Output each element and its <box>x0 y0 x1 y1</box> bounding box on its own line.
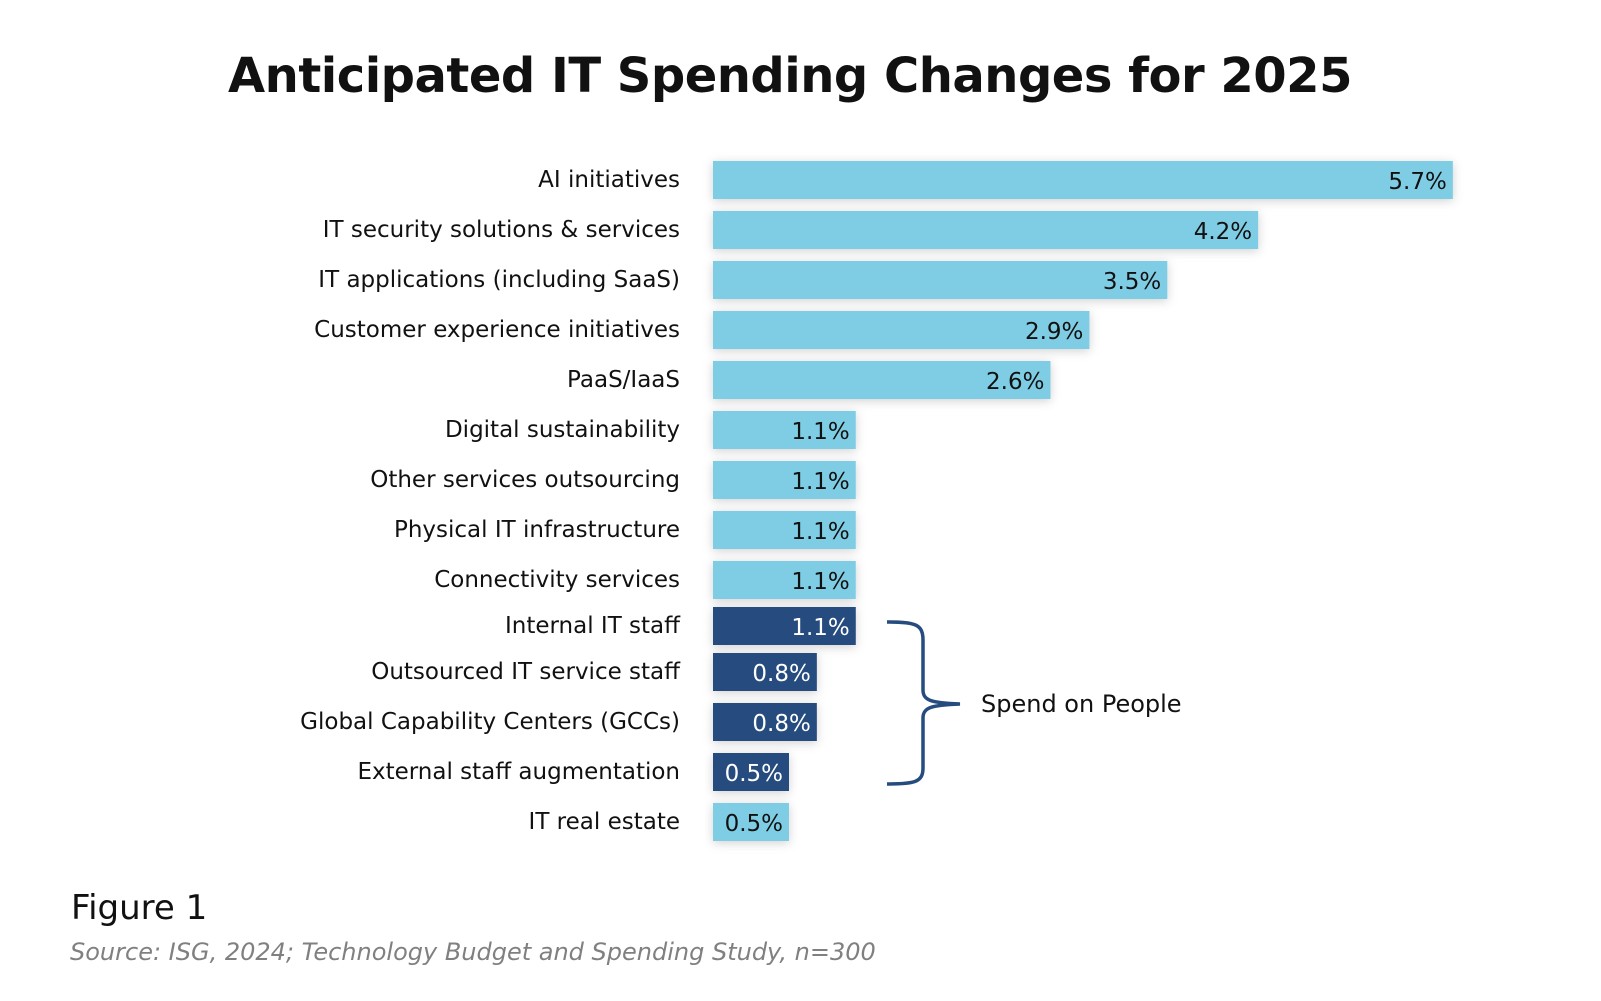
data-label: 5.7% <box>1388 169 1446 195</box>
category-label: Outsourced IT service staff <box>371 659 681 685</box>
category-label: Digital sustainability <box>445 417 680 443</box>
category-label: IT applications (including SaaS) <box>318 267 680 293</box>
category-label: IT security solutions & services <box>323 217 680 243</box>
bar <box>713 803 789 841</box>
bar <box>713 211 1259 249</box>
data-label: 0.5% <box>725 761 783 787</box>
data-label: 1.1% <box>791 615 849 641</box>
category-label: IT real estate <box>529 809 680 835</box>
data-label: 1.1% <box>791 519 849 545</box>
category-label: AI initiatives <box>538 167 680 193</box>
data-label: 3.5% <box>1103 269 1161 295</box>
category-label: PaaS/IaaS <box>567 367 680 393</box>
bar <box>713 703 817 741</box>
category-label: External staff augmentation <box>357 759 680 785</box>
figure-label: Figure 1 <box>71 888 208 928</box>
spend-on-people-bracket <box>886 620 961 786</box>
category-label: Internal IT staff <box>505 613 681 639</box>
data-label: 1.1% <box>791 469 849 495</box>
data-label: 0.5% <box>725 811 783 837</box>
source-note: Source: ISG, 2024; Technology Budget and… <box>70 938 876 966</box>
bar <box>713 511 856 549</box>
data-label: 1.1% <box>791 569 849 595</box>
data-label: 1.1% <box>791 419 849 445</box>
data-label: 0.8% <box>752 661 810 687</box>
annotation-label: Spend on People <box>981 690 1182 718</box>
bar-chart: 5.7% AI initiatives 4.2% IT security soluti… <box>300 161 1453 841</box>
data-label: 2.6% <box>986 369 1044 395</box>
bar <box>713 261 1168 299</box>
bar <box>713 753 789 791</box>
bar <box>713 607 856 645</box>
data-label: 0.8% <box>752 711 810 737</box>
bar <box>713 161 1453 199</box>
category-label: Connectivity services <box>434 567 680 593</box>
category-label: Other services outsourcing <box>370 467 680 493</box>
category-label: Global Capability Centers (GCCs) <box>300 709 680 735</box>
category-label: Customer experience initiatives <box>314 317 680 343</box>
chart-title: Anticipated IT Spending Changes for 2025 <box>228 48 1352 104</box>
bar <box>713 561 856 599</box>
bar <box>713 361 1051 399</box>
bar <box>713 411 856 449</box>
bar <box>713 653 817 691</box>
bar <box>713 461 856 499</box>
category-label: Physical IT infrastructure <box>394 517 680 543</box>
data-label: 4.2% <box>1194 219 1252 245</box>
data-label: 2.9% <box>1025 319 1083 345</box>
bar <box>713 311 1090 349</box>
